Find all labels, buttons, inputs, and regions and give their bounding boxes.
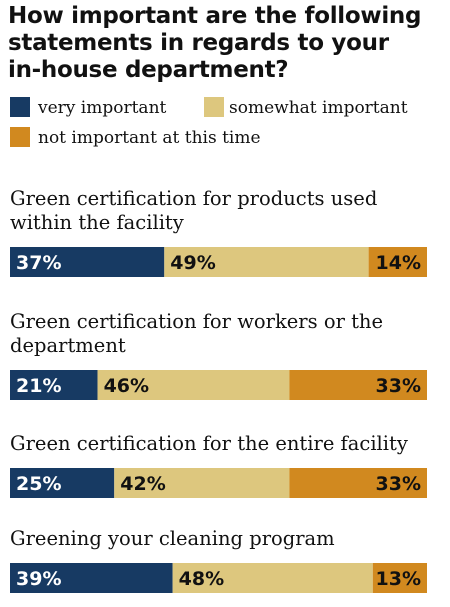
bar-segment-very-important-2 (10, 370, 98, 400)
bar-value-label-not-important-2: 33% (376, 375, 421, 397)
legend-label-somewhat-important: somewhat important (229, 98, 408, 118)
category-label-1-line-1: Green certification for products used (10, 187, 377, 210)
category-label-3-line-1: Green certification for the entire facil… (10, 432, 408, 455)
chart-title: How important are the following statemen… (8, 3, 421, 83)
category-label-2-line-2: department (10, 334, 126, 357)
bar-value-label-somewhat-important-3: 42% (120, 473, 165, 495)
bar-group-1: Green certification for products usedwit… (10, 187, 427, 277)
legend-swatch-very-important (10, 97, 30, 117)
bar-value-label-somewhat-important-4: 48% (179, 568, 224, 590)
bar-segment-somewhat-important-1 (164, 247, 369, 277)
legend-label-very-important: very important (37, 98, 167, 118)
legend: very important somewhat important not im… (10, 97, 408, 148)
legend-swatch-somewhat-important (204, 97, 224, 117)
bar-segment-somewhat-important-3 (114, 468, 290, 498)
category-label-2-line-1: Green certification for workers or the (10, 310, 383, 333)
category-label-1-line-2: within the facility (10, 211, 184, 234)
bar-segment-not-important-2 (289, 370, 427, 400)
bar-segment-somewhat-important-2 (97, 370, 290, 400)
legend-swatch-not-important (10, 127, 30, 147)
bar-segment-not-important-1 (368, 247, 427, 277)
bar-group-4: Greening your cleaning program 39% 48% 13% (10, 527, 427, 593)
bar-value-label-very-important-2: 21% (16, 375, 61, 397)
bar-value-label-very-important-3: 25% (16, 473, 61, 495)
bar-segment-not-important-3 (289, 468, 427, 498)
bar-value-label-very-important-1: 37% (16, 252, 61, 274)
bar-value-label-somewhat-important-2: 46% (104, 375, 149, 397)
bar-value-label-not-important-1: 14% (376, 252, 421, 274)
bar-segment-somewhat-important-4 (172, 563, 373, 593)
category-label-4-line-1: Greening your cleaning program (10, 527, 335, 550)
bar-group-2: Green certification for workers or thede… (10, 310, 427, 400)
legend-label-not-important: not important at this time (38, 128, 261, 148)
bar-group-3: Green certification for the entire facil… (10, 432, 427, 498)
bar-value-label-not-important-3: 33% (376, 473, 421, 495)
bar-segment-very-important-4 (10, 563, 173, 593)
bar-segment-not-important-4 (372, 563, 427, 593)
bar-segment-very-important-3 (10, 468, 115, 498)
chart-title-line-3: in-house department? (8, 57, 288, 83)
bar-value-label-very-important-4: 39% (16, 568, 61, 590)
chart-title-line-1: How important are the following (8, 3, 421, 29)
bar-segment-very-important-1 (10, 247, 165, 277)
bar-value-label-not-important-4: 13% (376, 568, 421, 590)
stacked-bars: Green certification for products usedwit… (10, 187, 427, 593)
chart-title-line-2: statements in regards to your (8, 30, 390, 56)
bar-value-label-somewhat-important-1: 49% (170, 252, 215, 274)
